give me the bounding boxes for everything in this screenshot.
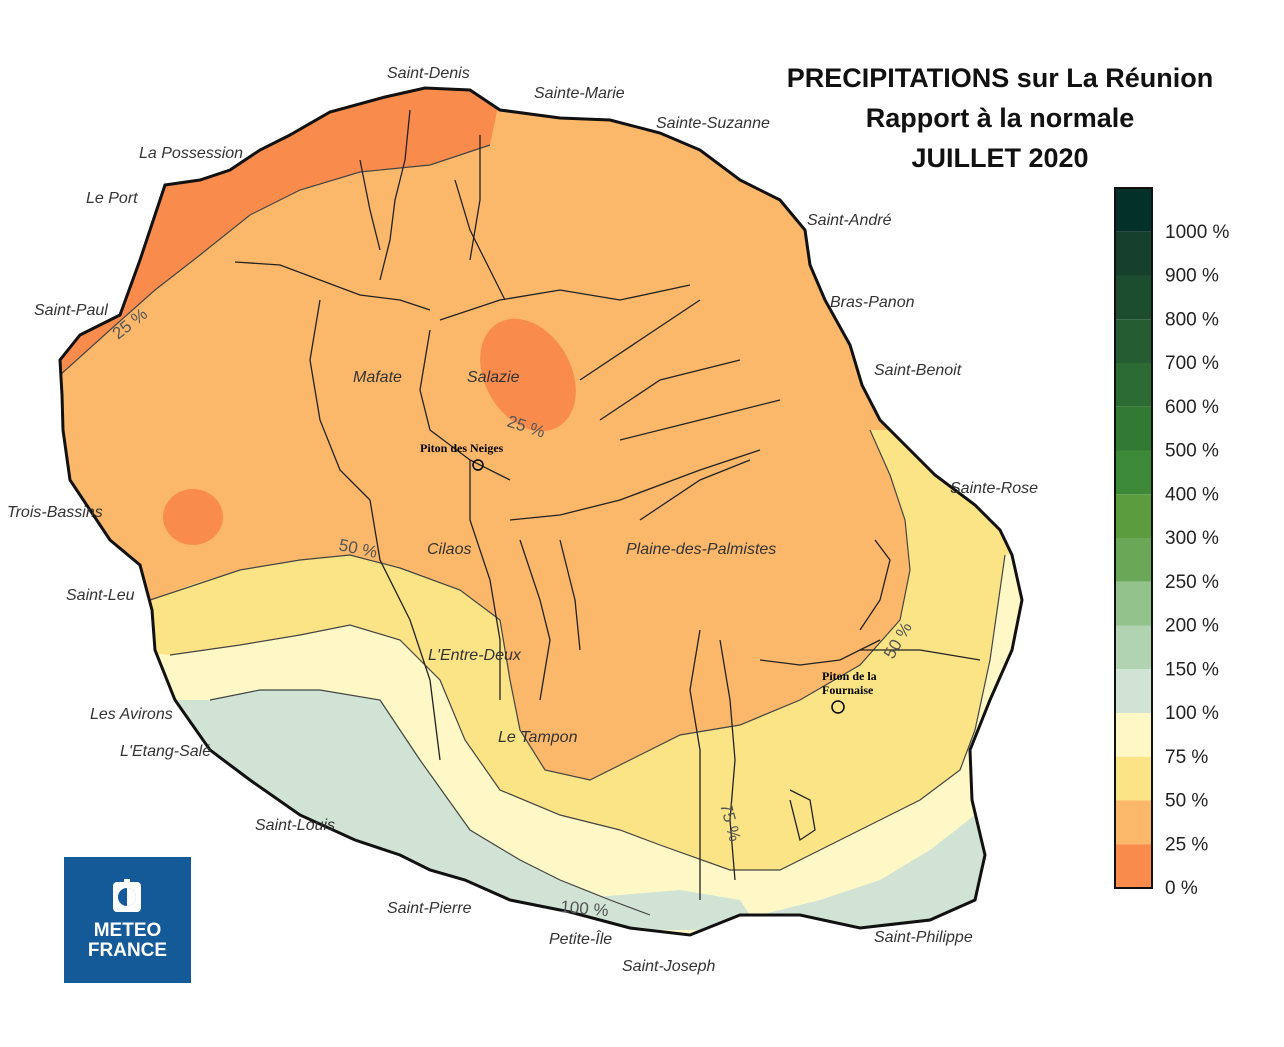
place-label: La Possession	[139, 145, 243, 162]
legend-swatch	[1115, 275, 1152, 320]
peak-label-piton-de-la-fournaise-1: Piton de la	[822, 669, 877, 683]
legend-label: 25 %	[1165, 834, 1208, 855]
zone-0-25-salazie	[480, 318, 576, 432]
logo-text-line2: FRANCE	[87, 940, 168, 961]
legend-label: 0 %	[1165, 878, 1198, 899]
island-outline	[58, 86, 1024, 937]
place-label: Cilaos	[427, 541, 471, 558]
legend-label: 250 %	[1165, 572, 1219, 593]
map-title-line1: PRECIPITATIONS sur La Réunion	[786, 63, 1214, 93]
place-label: L'Entre-Deux	[428, 647, 522, 664]
place-label: Les Avirons	[90, 706, 173, 723]
piton-des-neiges-marker	[472, 459, 484, 471]
place-label: Petite-Île	[549, 929, 612, 948]
place-label: Saint-Benoit	[874, 362, 962, 379]
legend-label: 100 %	[1165, 703, 1219, 724]
legend-label: 400 %	[1165, 484, 1219, 505]
place-label: Saint-André	[807, 212, 892, 229]
map-title-line2: Rapport à la normale	[865, 103, 1135, 133]
place-label: L'Etang-Salé	[120, 743, 211, 760]
legend-swatch	[1115, 450, 1152, 495]
legend-swatch	[1115, 406, 1152, 451]
legend-label: 200 %	[1165, 616, 1219, 637]
color-legend: 1000 % 900 % 800 % 700 % 600 % 500 % 400 % 300 …	[1114, 187, 1230, 899]
legend-swatch	[1115, 669, 1152, 713]
legend-swatch	[1115, 231, 1152, 276]
meteo-france-logo: METEO FRANCE	[64, 857, 191, 983]
legend-swatch	[1115, 188, 1152, 232]
legend-swatch	[1115, 494, 1152, 538]
place-label: Mafate	[353, 369, 402, 386]
isolines	[60, 144, 1006, 916]
place-label: Sainte-Marie	[534, 85, 625, 102]
legend-swatch	[1115, 800, 1152, 845]
isoline-label: 100 %	[560, 897, 610, 920]
place-labels: Saint-Denis Sainte-Marie Sainte-Suzanne La …	[7, 65, 1038, 975]
legend-swatch	[1115, 625, 1152, 670]
meteo-france-logo-icon	[113, 879, 141, 912]
legend-swatch	[1115, 538, 1152, 582]
peak-label-piton-de-la-fournaise-2: Fournaise	[822, 683, 874, 697]
peak-markers: Piton des Neiges Piton de la Fournaise	[420, 441, 877, 714]
legend-label: 75 %	[1165, 747, 1208, 768]
place-label: Saint-Paul	[34, 302, 108, 319]
legend-label: 500 %	[1165, 441, 1219, 462]
place-label: Saint-Pierre	[387, 900, 472, 917]
legend-label: 900 %	[1165, 266, 1219, 287]
legend-swatch	[1115, 756, 1152, 801]
place-label: Bras-Panon	[830, 294, 915, 311]
place-label: Le Tampon	[498, 729, 578, 746]
place-label: Le Port	[86, 190, 138, 207]
place-label: Saint-Denis	[387, 65, 470, 82]
legend-swatch	[1115, 363, 1152, 407]
logo-text-line1: METEO	[93, 920, 162, 941]
rivers	[234, 109, 981, 900]
legend-label: 300 %	[1165, 528, 1219, 549]
place-label: Saint-Leu	[66, 587, 135, 604]
place-label: Plaine-des-Palmistes	[626, 541, 776, 558]
zone-0-25-trois-bassins	[163, 489, 223, 545]
place-label: Saint-Philippe	[874, 929, 973, 946]
legend-swatch	[1115, 581, 1152, 626]
place-label: Saint-Joseph	[622, 958, 715, 975]
legend-swatch	[1115, 713, 1152, 757]
legend-swatch	[1115, 319, 1152, 363]
legend-label: 50 %	[1165, 791, 1208, 812]
legend-label: 700 %	[1165, 353, 1219, 374]
legend-swatch	[1115, 844, 1152, 888]
legend-label: 1000 %	[1165, 222, 1230, 243]
place-label: Saint-Louis	[255, 817, 335, 834]
peak-label-piton-des-neiges: Piton des Neiges	[420, 441, 504, 455]
place-label: Sainte-Suzanne	[656, 115, 770, 132]
legend-frame	[1114, 187, 1153, 889]
piton-de-la-fournaise-marker	[831, 700, 845, 714]
place-label: Sainte-Rose	[950, 480, 1038, 497]
map-title-line3: JUILLET 2020	[911, 143, 1089, 173]
legend-label: 150 %	[1165, 659, 1219, 680]
legend-label: 800 %	[1165, 309, 1219, 330]
place-label: Trois-Bassins	[7, 504, 103, 521]
legend-label: 600 %	[1165, 397, 1219, 418]
place-label: Salazie	[467, 369, 520, 386]
